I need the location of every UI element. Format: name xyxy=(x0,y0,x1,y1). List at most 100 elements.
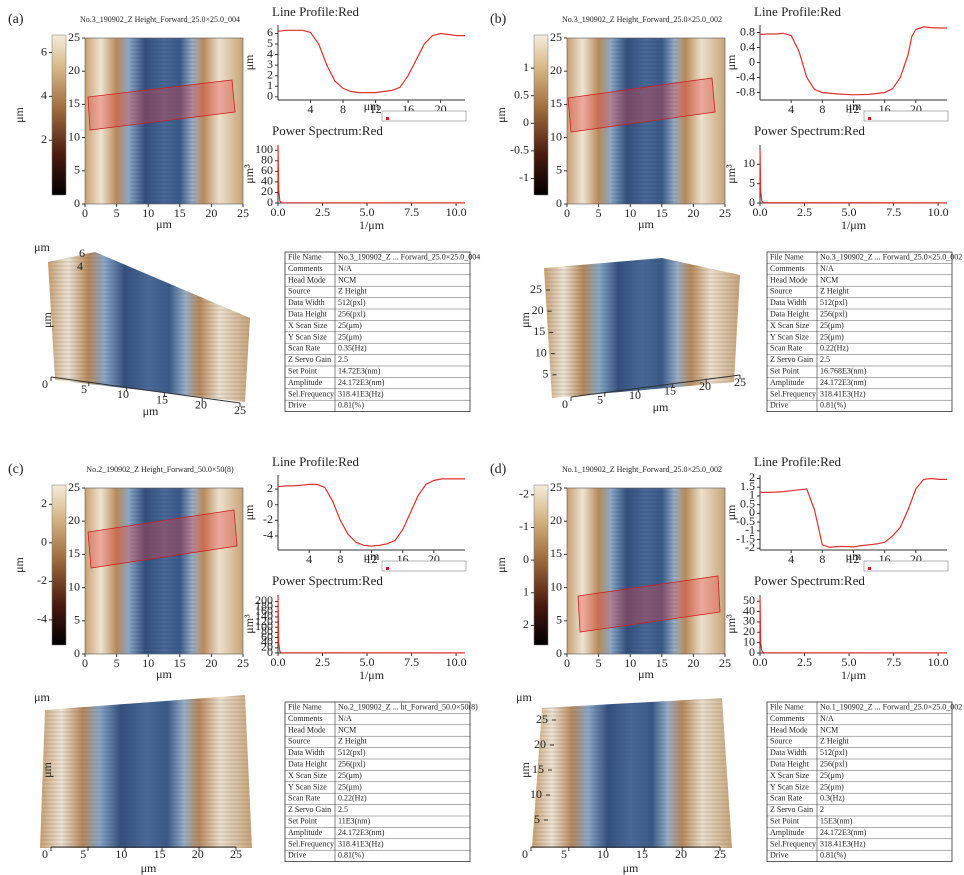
x-tick-label: 5 xyxy=(114,206,120,220)
y-tick-label: 180 xyxy=(255,598,273,612)
info-value: 15E3(nm) xyxy=(820,817,853,826)
y-tick-label: 0 xyxy=(74,646,80,660)
colorbar-tick-label: 2 xyxy=(523,617,529,631)
info-key: Amplitude xyxy=(288,378,323,387)
colorbar-tick-label: -2 xyxy=(519,487,529,501)
x-tick-label: 8 xyxy=(337,552,343,566)
x-tick-label: 4 xyxy=(308,102,314,116)
y-axis-label: μm³ xyxy=(242,164,256,184)
y-tick-label: 80 xyxy=(261,624,273,638)
y-tick-label: 50 xyxy=(743,593,755,607)
plot-title: Line Profile:Red xyxy=(754,4,842,19)
y-axis-label: μm xyxy=(724,54,738,70)
info-value: 25(μm) xyxy=(338,771,362,780)
y-tick-label: -1 xyxy=(745,523,755,537)
info-value: 0.22(Hz) xyxy=(338,794,367,803)
info-key: Drive xyxy=(288,401,307,410)
info-key: Comments xyxy=(288,264,323,273)
x-axis-label: μm xyxy=(638,217,654,231)
x-axis-label: μm xyxy=(156,217,172,231)
info-key: Head Mode xyxy=(770,275,808,284)
info-key: X Scan Size xyxy=(288,771,328,780)
y-tick-label: 0 xyxy=(749,645,755,659)
info-value: 25(μm) xyxy=(820,321,844,330)
x-tick-label: 0 xyxy=(522,847,528,861)
x-tick-label: 25 xyxy=(734,375,746,389)
image-title: No.2_190902_Z Height_Forward_50.0×50(8) xyxy=(86,465,234,474)
info-key: Head Mode xyxy=(770,725,808,734)
x-axis-label: 1/μm xyxy=(359,218,385,232)
colorbar-tick-label: 0.5 xyxy=(514,87,529,101)
info-value: N/A xyxy=(820,264,834,273)
cursor-table xyxy=(381,560,467,572)
plot-title: Line Profile:Red xyxy=(272,4,360,19)
x-axis-label: μm xyxy=(143,404,159,418)
surface-3d-ridges xyxy=(532,698,732,848)
info-key: Set Point xyxy=(288,367,318,376)
info-value: 11E3(nm) xyxy=(338,817,370,826)
x-tick-label: 2.5 xyxy=(797,205,812,219)
colorbar-tick-label: -1 xyxy=(519,519,529,533)
x-tick-label: 4 xyxy=(788,102,794,116)
x-tick-label: 20 xyxy=(687,656,699,670)
x-tick-label: 15 xyxy=(174,656,186,670)
y-tick-label: 100 xyxy=(255,619,273,633)
info-key: Sel.Frequency xyxy=(288,389,334,398)
cursor-swatch xyxy=(386,567,389,570)
info-key: Head Mode xyxy=(288,725,326,734)
y-tick-label: 60 xyxy=(261,163,273,177)
info-value: 0.22(Hz) xyxy=(820,344,849,353)
info-value: N/A xyxy=(338,264,352,273)
x-tick-label: 0 xyxy=(82,206,88,220)
cursor-swatch xyxy=(386,117,389,120)
z-axis-label: μm xyxy=(516,690,532,704)
info-key: Sel.Frequency xyxy=(770,839,816,848)
x-tick-label: 20 xyxy=(205,206,217,220)
info-key: X Scan Size xyxy=(288,321,328,330)
info-key: X Scan Size xyxy=(770,321,810,330)
y-tick-label: 0 xyxy=(556,646,562,660)
y-axis-label: μm xyxy=(518,761,532,777)
info-value: 256(pxl) xyxy=(820,760,848,769)
info-value: 24.172E3(nm) xyxy=(338,828,385,837)
info-key: Drive xyxy=(770,851,789,860)
x-tick-label: 20 xyxy=(205,656,217,670)
x-tick-label: 12 xyxy=(366,552,378,566)
y-tick-label: 200 xyxy=(255,593,273,607)
x-axis-label: μm xyxy=(653,400,669,414)
info-value: 0.81(%) xyxy=(338,401,364,410)
y-axis-label: μm xyxy=(242,504,256,520)
y-tick-label: 20 xyxy=(550,513,562,527)
y-tick-label: 15 xyxy=(550,96,562,110)
info-value: 512(pxl) xyxy=(820,748,848,757)
y-tick-label: 5 xyxy=(267,36,273,50)
colorbar xyxy=(533,34,549,196)
info-key: Sel.Frequency xyxy=(288,839,334,848)
info-key: Data Width xyxy=(770,748,807,757)
x-tick-label: 0 xyxy=(82,656,88,670)
y-tick-label: 2 xyxy=(267,67,273,81)
colorbar-tick-label: -0.5 xyxy=(510,143,529,157)
panel: (b) No.3_190902_Z Height_Forward_25.0×25.… xyxy=(490,4,962,414)
x-tick-label: 15 xyxy=(174,206,186,220)
info-value: 256(pxl) xyxy=(820,310,848,319)
data-line xyxy=(277,478,465,547)
info-value: No.3_190902_Z ... Forward_25.0×25.0_002 xyxy=(820,253,962,262)
y-tick-label: 20 xyxy=(743,624,755,638)
info-key: File Name xyxy=(770,703,804,712)
colorbar-tick-label: -4 xyxy=(37,612,47,626)
y-tick-label: 15 xyxy=(533,324,545,338)
x-tick-label: 15 xyxy=(656,656,668,670)
y-tick-label: 15 xyxy=(68,96,80,110)
x-tick-label: 0.0 xyxy=(753,655,768,669)
profile-band xyxy=(577,575,721,633)
info-key: Set Point xyxy=(770,817,800,826)
info-value: 2.5 xyxy=(338,805,348,814)
info-value: 25(μm) xyxy=(338,782,362,791)
x-tick-label: 2.5 xyxy=(315,205,330,219)
x-tick-label: 25 xyxy=(719,206,731,220)
cursor-swatch xyxy=(868,567,871,570)
y-tick-label: 20 xyxy=(68,513,80,527)
y-tick-label: 5 xyxy=(534,812,540,826)
info-key: Y Scan Size xyxy=(770,782,809,791)
